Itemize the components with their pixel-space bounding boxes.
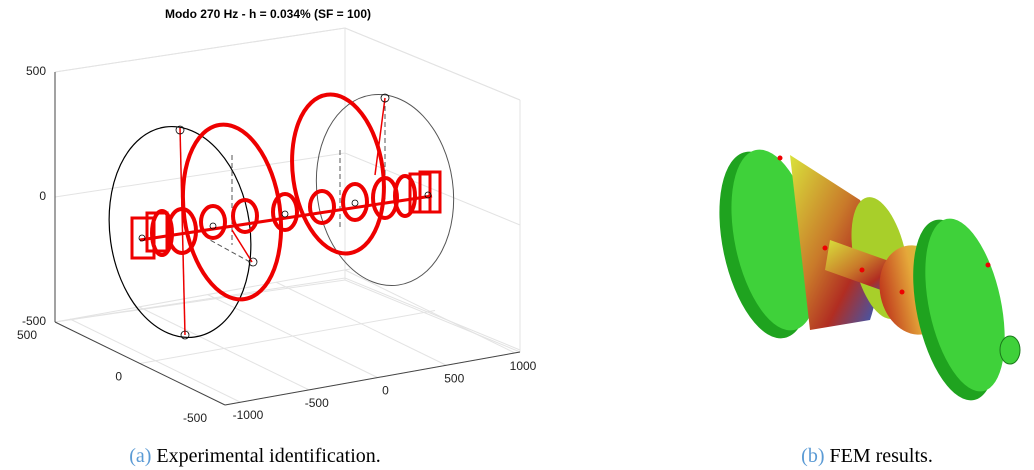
mode-shape (108, 92, 455, 340)
y-tick-label: 500 (17, 328, 37, 342)
y-axis (54, 321, 226, 406)
grid-line (54, 152, 521, 226)
x-tick-label: 500 (444, 371, 464, 385)
y-tick-label: 0 (115, 370, 122, 384)
grid-line (276, 281, 447, 366)
caption-label: (b) (801, 445, 824, 467)
plot-title: Modo 270 Hz - h = 0.034% (SF = 100) (165, 7, 371, 21)
fem-render (719, 149, 1021, 401)
z-tick-label: 500 (26, 64, 46, 78)
z-tick-label: 0 (39, 189, 46, 203)
caption-label: (a) (129, 445, 151, 467)
caption-text: FEM results. (829, 445, 932, 467)
y-tick-label: -500 (183, 411, 207, 425)
axes-box (54, 27, 521, 353)
caption-b: (b) FEM results. (801, 445, 933, 467)
z-tick-label: -500 (22, 314, 46, 328)
grid-line (54, 277, 521, 351)
caption-text: Experimental identification. (156, 445, 380, 467)
grid-line (54, 27, 521, 101)
grid-line (69, 318, 241, 403)
caption-a: (a) Experimental identification. (129, 445, 381, 467)
x-tick-label: -1000 (233, 408, 264, 422)
grid-line (139, 310, 436, 364)
x-tick-label: 1000 (510, 359, 537, 373)
grid-line (138, 306, 309, 391)
grid-line (207, 294, 378, 378)
grid-line (54, 268, 351, 323)
grid-line (344, 269, 516, 354)
x-tick-label: -500 (305, 396, 329, 410)
x-axis (224, 351, 521, 406)
x-tick-label: 0 (382, 384, 389, 398)
